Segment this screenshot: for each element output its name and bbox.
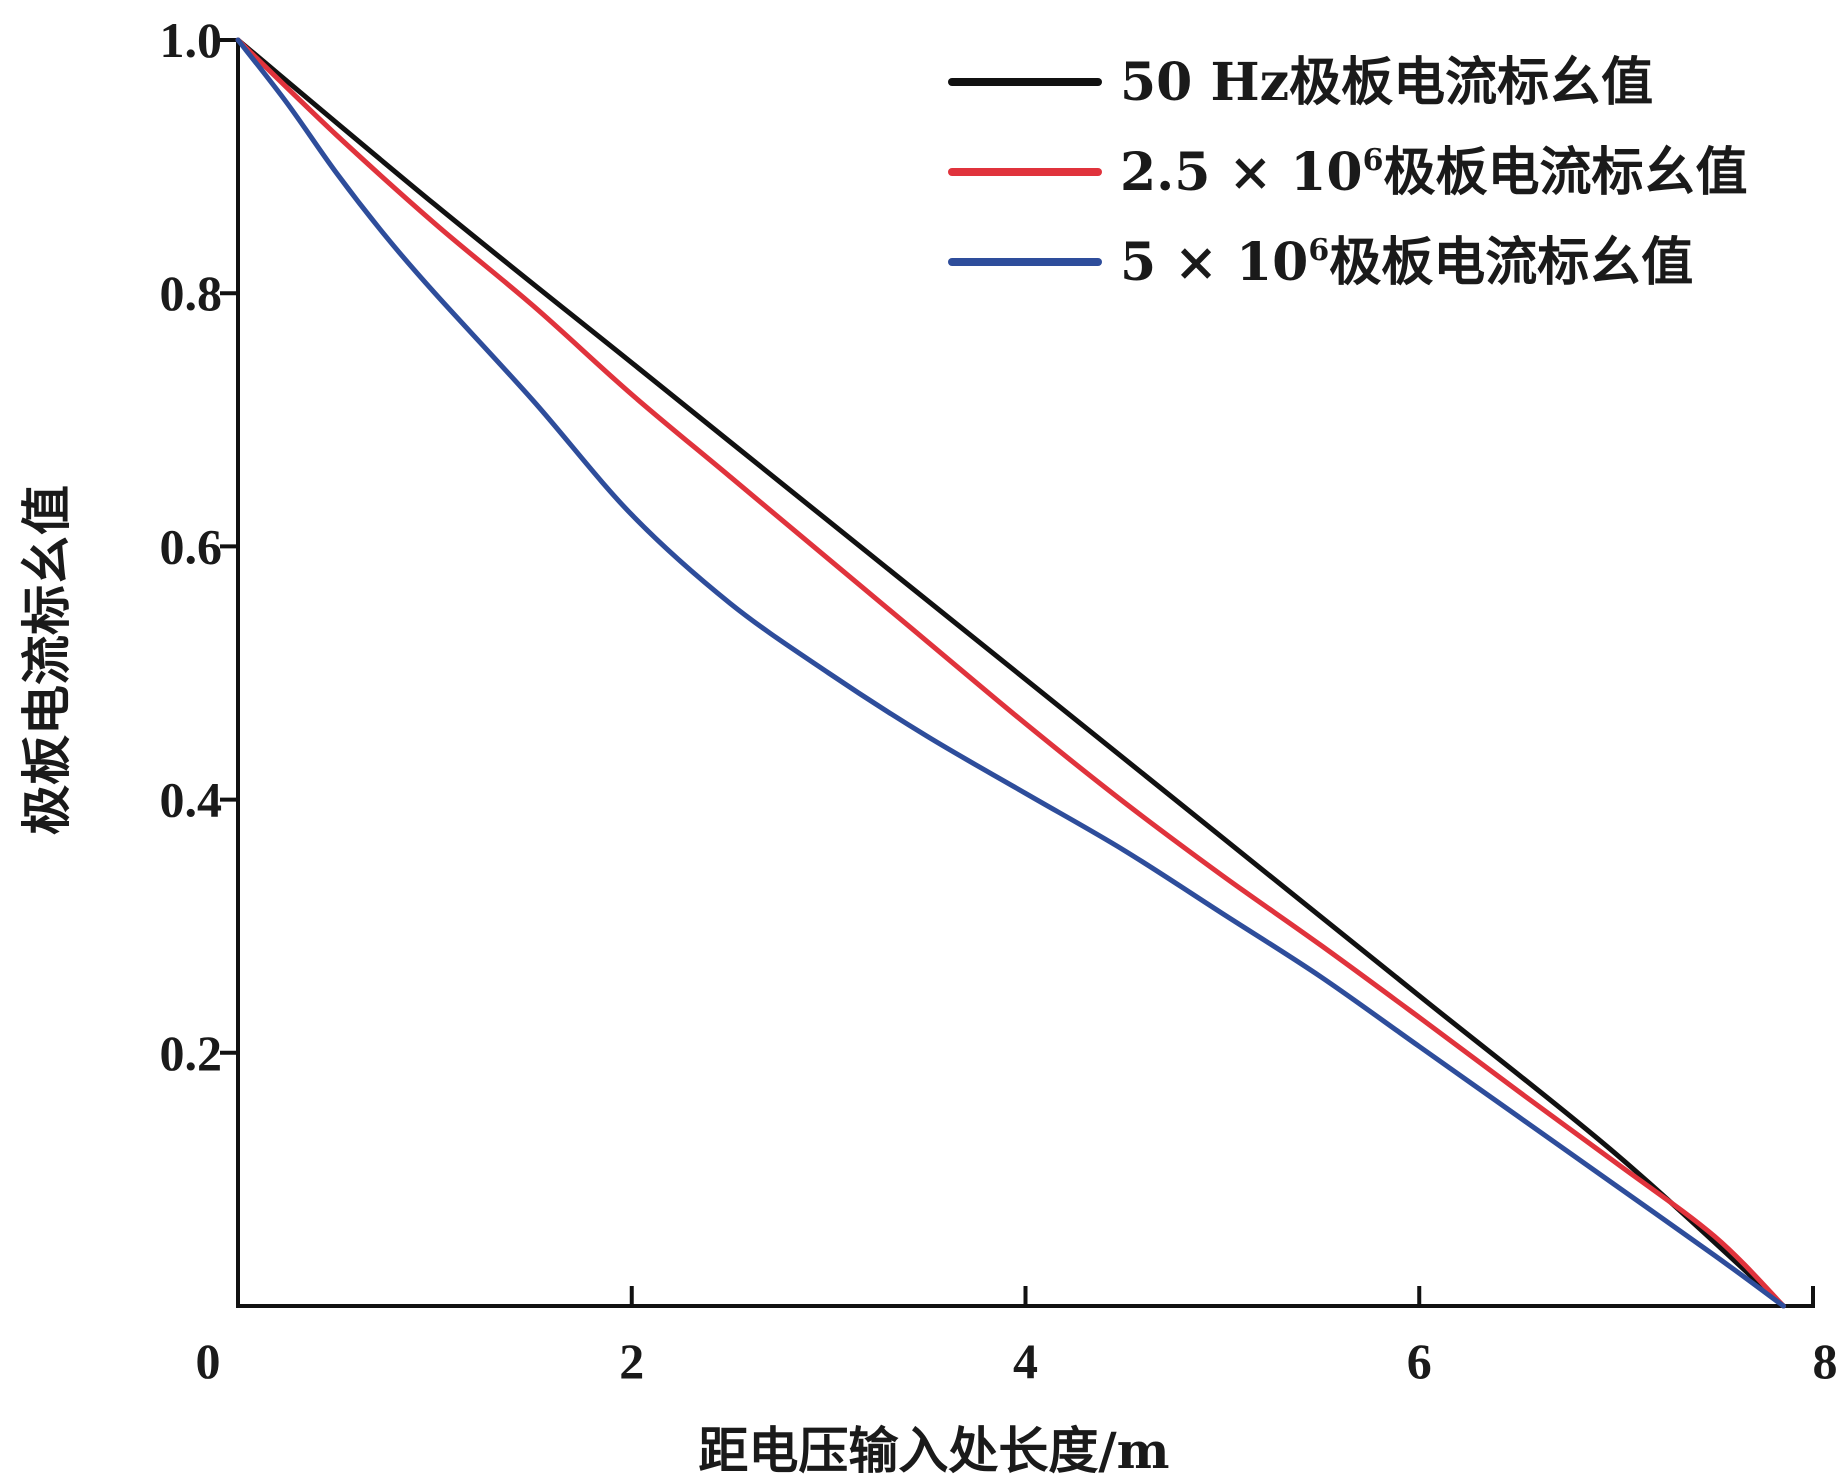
x-tick-label: 0 — [196, 1333, 221, 1389]
y-tick-label: 0.2 — [160, 1025, 223, 1081]
y-tick-label: 0.4 — [160, 772, 223, 828]
y-tick-label: 1.0 — [160, 12, 223, 68]
series-2.5e6-line — [235, 37, 1786, 1309]
legend-label-main: 5 × 10 — [1120, 232, 1308, 293]
x-tick-label: 8 — [1813, 1333, 1838, 1389]
y-tick-label: 0.6 — [160, 518, 223, 574]
legend-label-sup: 6 — [1308, 233, 1329, 268]
x-tick-label: 4 — [1013, 1333, 1038, 1389]
legend-label: 2.5 × 106极板电流标幺值 — [1120, 142, 1748, 203]
series-5e6-line — [235, 37, 1786, 1309]
y-ticks: 1.0 0.8 0.6 0.4 0.2 — [160, 12, 238, 1081]
x-axis-title: 距电压输入处长度/m — [698, 1421, 1169, 1479]
legend-label-main: 2.5 × 10 — [1120, 142, 1363, 203]
y-tick-label: 0.8 — [160, 265, 223, 321]
series-layer — [235, 37, 1786, 1309]
legend-label-sup: 6 — [1363, 143, 1384, 178]
legend-label-tail: 极板电流标幺值 — [1383, 142, 1747, 203]
legend-label: 5 × 106极板电流标幺值 — [1120, 232, 1693, 293]
y-axis-title: 极板电流标幺值 — [17, 485, 76, 835]
x-tick-label: 2 — [619, 1333, 644, 1389]
series-50hz-line — [235, 37, 1786, 1309]
x-tick-label: 6 — [1407, 1333, 1432, 1389]
legend-label: 50 Hz极板电流标幺值 — [1120, 52, 1653, 113]
legend-label-main: 50 Hz极板电流标幺值 — [1120, 52, 1653, 113]
legend-label-tail: 极板电流标幺值 — [1329, 232, 1693, 293]
x-ticks: 0 2 4 6 8 — [196, 1286, 1838, 1389]
